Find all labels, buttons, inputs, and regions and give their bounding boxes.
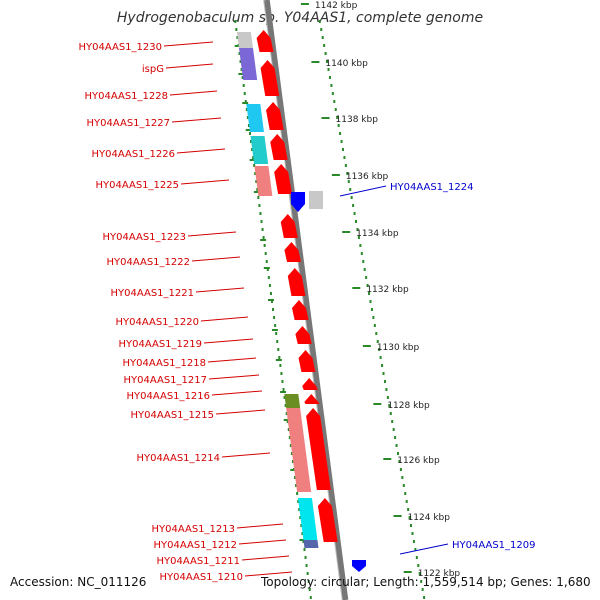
genome-backbone-edge [263,0,343,600]
forward-gene-arrow [284,242,302,262]
gene-function-block [284,394,301,408]
topology-text: Topology: circular; Length: 1,559,514 bp… [261,575,591,589]
gene-function-block [309,191,323,209]
kbp-tick-label: 1138 kbp [336,115,379,125]
forward-label-leader [171,117,222,123]
forward-gene-label: HY04AAS1_1216 [127,391,210,402]
gene-function-block [238,48,258,80]
reverse-gene-label: HY04AAS1_1209 [452,540,535,551]
kbp-tick-label: 1132 kbp [366,285,409,295]
kbp-tick-label: 1122 kbp [418,569,461,579]
forward-label-leader [169,90,218,96]
forward-label-leader [238,539,287,545]
forward-gene-label: HY04AAS1_1219 [119,339,202,350]
genome-backbone [263,0,349,600]
forward-gene-arrow [304,394,320,404]
forward-label-leader [244,571,293,577]
kbp-tick-label: 1128 kbp [387,401,430,411]
forward-gene-label: HY04AAS1_1221 [111,288,194,299]
forward-gene-label: HY04AAS1_1225 [96,180,179,191]
forward-label-leader [236,523,284,529]
forward-gene-arrow [256,30,274,52]
forward-gene-label: HY04AAS1_1214 [137,453,220,464]
gene-function-block [246,104,264,132]
gene-function-block [254,166,273,196]
forward-gene-label: HY04AAS1_1226 [92,149,175,160]
forward-gene-arrow [266,102,284,130]
forward-label-leader [180,179,230,185]
gene-function-block [286,408,312,492]
forward-gene-label: HY04AAS1_1222 [107,257,190,268]
forward-label-leader [208,374,260,380]
forward-gene-arrow [287,268,306,296]
forward-label-leader [241,555,290,561]
forward-label-leader [165,63,214,69]
forward-gene-arrow [274,164,293,194]
map-title: Hydrogenobaculum sp. Y04AAS1, complete g… [116,10,484,26]
forward-gene-label: HY04AAS1_1215 [131,410,214,421]
kbp-tick-label: 1142 kbp [315,1,358,11]
accession-text: Accession: NC_011126 [10,575,147,589]
forward-gene-arrow [302,378,318,390]
forward-gene-label: HY04AAS1_1210 [160,572,243,583]
kbp-tick-label: 1140 kbp [325,59,368,69]
forward-label-leader [195,287,245,293]
kbp-tick-label: 1134 kbp [356,229,399,239]
kbp-tick-label: 1130 kbp [377,343,420,353]
forward-label-leader [203,338,254,344]
forward-gene-label: HY04AAS1_1212 [154,540,237,551]
forward-gene-label: HY04AAS1_1217 [124,375,207,386]
gene-function-block [236,32,253,48]
forward-gene-label: HY04AAS1_1228 [85,91,168,102]
reverse-gene-arrow [352,560,366,572]
forward-gene-arrow [295,326,312,344]
forward-label-leader [191,256,241,262]
forward-label-leader [200,316,249,322]
forward-gene-arrow [270,134,288,160]
forward-gene-arrow [306,408,331,490]
gene-function-block [297,498,318,540]
forward-gene-label: HY04AAS1_1223 [103,232,186,243]
forward-gene-arrow [291,300,309,320]
reverse-label-leader [339,185,387,197]
forward-gene-arrow [317,498,338,542]
forward-gene-arrow [298,350,316,372]
gene-function-block [303,540,319,548]
forward-gene-label: HY04AAS1_1230 [79,42,162,53]
reverse-gene-label: HY04AAS1_1224 [390,182,473,193]
forward-label-leader [215,409,266,415]
forward-label-leader [207,357,257,363]
forward-gene-arrow [260,60,280,96]
forward-gene-arrow [280,214,298,238]
gene-function-block [250,136,269,164]
forward-gene-label: ispG [142,64,164,75]
forward-label-leader [221,452,271,458]
kbp-tick-label: 1126 kbp [397,456,440,466]
forward-gene-label: HY04AAS1_1227 [87,118,170,129]
forward-label-leader [163,41,214,47]
forward-label-leader [187,231,237,237]
forward-gene-label: HY04AAS1_1220 [116,317,199,328]
forward-gene-label: HY04AAS1_1211 [157,556,240,567]
reverse-label-leader [399,543,449,555]
forward-gene-label: HY04AAS1_1218 [123,358,206,369]
forward-label-leader [176,148,226,154]
reverse-gene-arrow [291,192,305,212]
kbp-tick-label: 1124 kbp [408,513,451,523]
forward-gene-label: HY04AAS1_1213 [152,524,235,535]
forward-label-leader [211,390,263,396]
kbp-tick-label: 1136 kbp [346,172,389,182]
